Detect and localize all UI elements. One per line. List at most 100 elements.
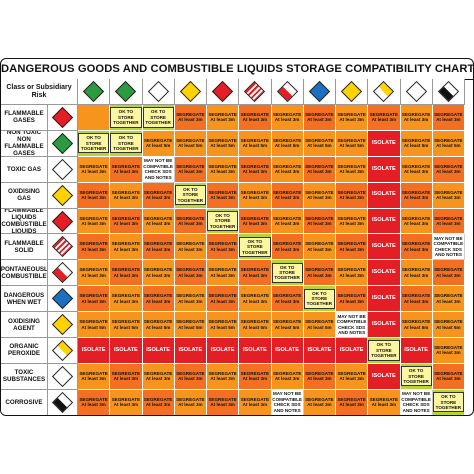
matrix-cell: SEGREGATE At least 5m	[78, 312, 111, 339]
matrix-cell: SEGREGATE At least 3m	[271, 156, 304, 183]
matrix-cell: SEGREGATE At least 5m	[207, 130, 240, 157]
matrix-cell: SEGREGATE At least 5m	[174, 130, 207, 157]
matrix-cell: SEGREGATE At least 3m	[142, 286, 175, 313]
spontaneously-combustible-header-icon	[276, 80, 298, 103]
row-label-6: FLAMMABLE SOLID	[1, 234, 48, 261]
column-header-5	[207, 79, 240, 105]
toxic-gas-diamond-icon	[51, 158, 74, 180]
matrix-cell: SEGREGATE At least 3m	[271, 286, 304, 313]
toxic-substance-header-icon	[405, 80, 427, 103]
matrix-cell: SEGREGATE At least 3m	[110, 234, 143, 261]
matrix-cell: SEGREGATE At least 3m	[400, 234, 433, 261]
row-icon-cell-8	[48, 286, 78, 313]
matrix-cell: SEGREGATE At least 3m	[400, 156, 433, 183]
matrix-cell: MAY NOT BE COMPATIBLE CHECK SDS AND NOTE…	[142, 156, 175, 183]
matrix-cell: SEGREGATE At least 3m	[239, 105, 272, 131]
matrix-cell: SEGREGATE At least 3m	[110, 156, 143, 183]
matrix-cell: SEGREGATE At least 3m	[110, 260, 143, 287]
row-label-1: FLAMMABLE GASES	[1, 105, 48, 131]
column-header-4	[174, 79, 207, 105]
matrix-cell: SEGREGATE At least 3m	[432, 182, 465, 209]
row-icon-cell-2	[48, 130, 78, 157]
oxidising-agent-header-icon	[341, 80, 363, 103]
matrix-cell: OK TO STORE TOGETHER	[368, 338, 401, 364]
matrix-cell: SEGREGATE At least 3m	[271, 234, 304, 261]
ok-label: OK TO STORE TOGETHER	[271, 262, 303, 283]
matrix-cell: ISOLATE	[78, 338, 111, 364]
matrix-cell: SEGREGATE At least 3m	[432, 363, 465, 390]
matrix-cell: SEGREGATE At least 3m	[78, 389, 111, 415]
ok-label: OK TO STORE TOGETHER	[110, 133, 142, 154]
matrix-cell: SEGREGATE At least 3m	[142, 234, 175, 261]
corrosive-header-icon	[437, 80, 459, 103]
matrix-cell: SEGREGATE At least 3m	[336, 105, 369, 131]
matrix-cell: SEGREGATE At least 3m	[400, 286, 433, 313]
matrix-cell: SEGREGATE At least 3m	[110, 208, 143, 235]
column-header-10	[368, 79, 401, 105]
flammable-gas-diamond-icon	[51, 106, 74, 129]
matrix-cell: SEGREGATE At least 3m	[239, 156, 272, 183]
row-icon-cell-12	[48, 389, 78, 415]
matrix-cell: SEGREGATE At least 5m	[303, 312, 336, 339]
matrix-cell: SEGREGATE At least 3m	[142, 260, 175, 287]
ok-label: OK TO STORE TOGETHER	[142, 107, 174, 128]
matrix-cell: SEGREGATE At least 3m	[336, 182, 369, 209]
matrix-cell: SEGREGATE At least 3m	[239, 182, 272, 209]
row-icon-cell-1	[48, 105, 78, 131]
matrix-cell: MAY NOT BE COMPATIBLE CHECK SDS AND NOTE…	[271, 389, 304, 415]
matrix-cell: SEGREGATE At least 3m	[174, 105, 207, 131]
matrix-cell: SEGREGATE At least 3m	[78, 208, 111, 235]
ok-label: OK TO STORE TOGETHER	[174, 185, 206, 206]
row-icon-cell-3	[48, 156, 78, 183]
matrix-cell: SEGREGATE At least 3m	[336, 208, 369, 235]
matrix-cell: SEGREGATE At least 3m	[142, 208, 175, 235]
matrix-cell: ISOLATE	[174, 338, 207, 364]
matrix-cell: SEGREGATE At least 3m	[142, 389, 175, 415]
matrix-cell: SEGREGATE At least 3m	[174, 363, 207, 390]
matrix-cell: SEGREGATE At least 3m	[336, 286, 369, 313]
matrix-cell: SEGREGATE At least 3m	[303, 234, 336, 261]
chart-title: DANGEROUS GOODS AND COMBUSTIBLE LIQUIDS …	[1, 59, 473, 80]
matrix-cell: SEGREGATE At least 3m	[303, 260, 336, 287]
matrix-cell: SEGREGATE At least 3m	[432, 338, 465, 364]
matrix-cell: SEGREGATE At least 3m	[239, 208, 272, 235]
spontaneously-combustible-diamond-icon	[51, 262, 74, 284]
matrix-cell: SEGREGATE At least 5m	[432, 130, 465, 157]
ok-label: OK TO STORE TOGETHER	[303, 288, 335, 309]
matrix-cell: SEGREGATE At least 3m	[174, 234, 207, 261]
organic-peroxide-diamond-icon	[51, 339, 74, 362]
oxidising-agent-diamond-icon	[51, 313, 74, 336]
matrix-cell: ISOLATE	[368, 182, 401, 209]
oxidising-gas-header-icon	[179, 80, 201, 103]
matrix-cell: SEGREGATE At least 3m	[142, 363, 175, 390]
matrix-cell: OK TO STORE TOGETHER	[110, 105, 143, 131]
matrix-cell: SEGREGATE At least 3m	[78, 363, 111, 390]
matrix-cell: SEGREGATE At least 3m	[303, 182, 336, 209]
row-label-10: ORGANIC PEROXIDE	[1, 338, 48, 364]
matrix-cell: SEGREGATE At least 3m	[432, 105, 465, 131]
ok-label: OK TO STORE TOGETHER	[239, 236, 271, 257]
matrix-cell: SEGREGATE At least 3m	[174, 208, 207, 235]
row-label-7: SPONTANEOUSLY COMBUSTIBLE	[1, 260, 48, 287]
matrix-cell: SEGREGATE At least 5m	[303, 130, 336, 157]
matrix-cell: SEGREGATE At least 3m	[368, 105, 401, 131]
matrix-cell: SEGREGATE At least 3m	[78, 156, 111, 183]
matrix-cell: SEGREGATE At least 3m	[303, 105, 336, 131]
row-label-5: FLAMMABLE LIQUIDS COMBUSTIBLE LIQUIDS	[1, 208, 48, 235]
matrix-cell: SEGREGATE At least 3m	[110, 389, 143, 415]
matrix-cell: SEGREGATE At least 5m	[271, 312, 304, 339]
matrix-cell: SEGREGATE At least 3m	[174, 156, 207, 183]
dangerous-when-wet-header-icon	[308, 80, 330, 103]
matrix-cell: SEGREGATE At least 3m	[336, 363, 369, 390]
matrix-cell: ISOLATE	[303, 338, 336, 364]
matrix-cell: OK TO STORE TOGETHER	[110, 130, 143, 157]
matrix-cell: SEGREGATE At least 3m	[368, 389, 401, 415]
column-header-2	[110, 79, 143, 105]
column-header-11	[400, 79, 433, 105]
toxic-gas-header-icon	[147, 80, 169, 103]
matrix-cell: ISOLATE	[368, 156, 401, 183]
ok-label: OK TO STORE TOGETHER	[400, 366, 432, 387]
flammable-gas-header-icon	[115, 80, 137, 103]
matrix-cell: SEGREGATE At least 3m	[336, 260, 369, 287]
matrix-cell: SEGREGATE At least 5m	[239, 130, 272, 157]
